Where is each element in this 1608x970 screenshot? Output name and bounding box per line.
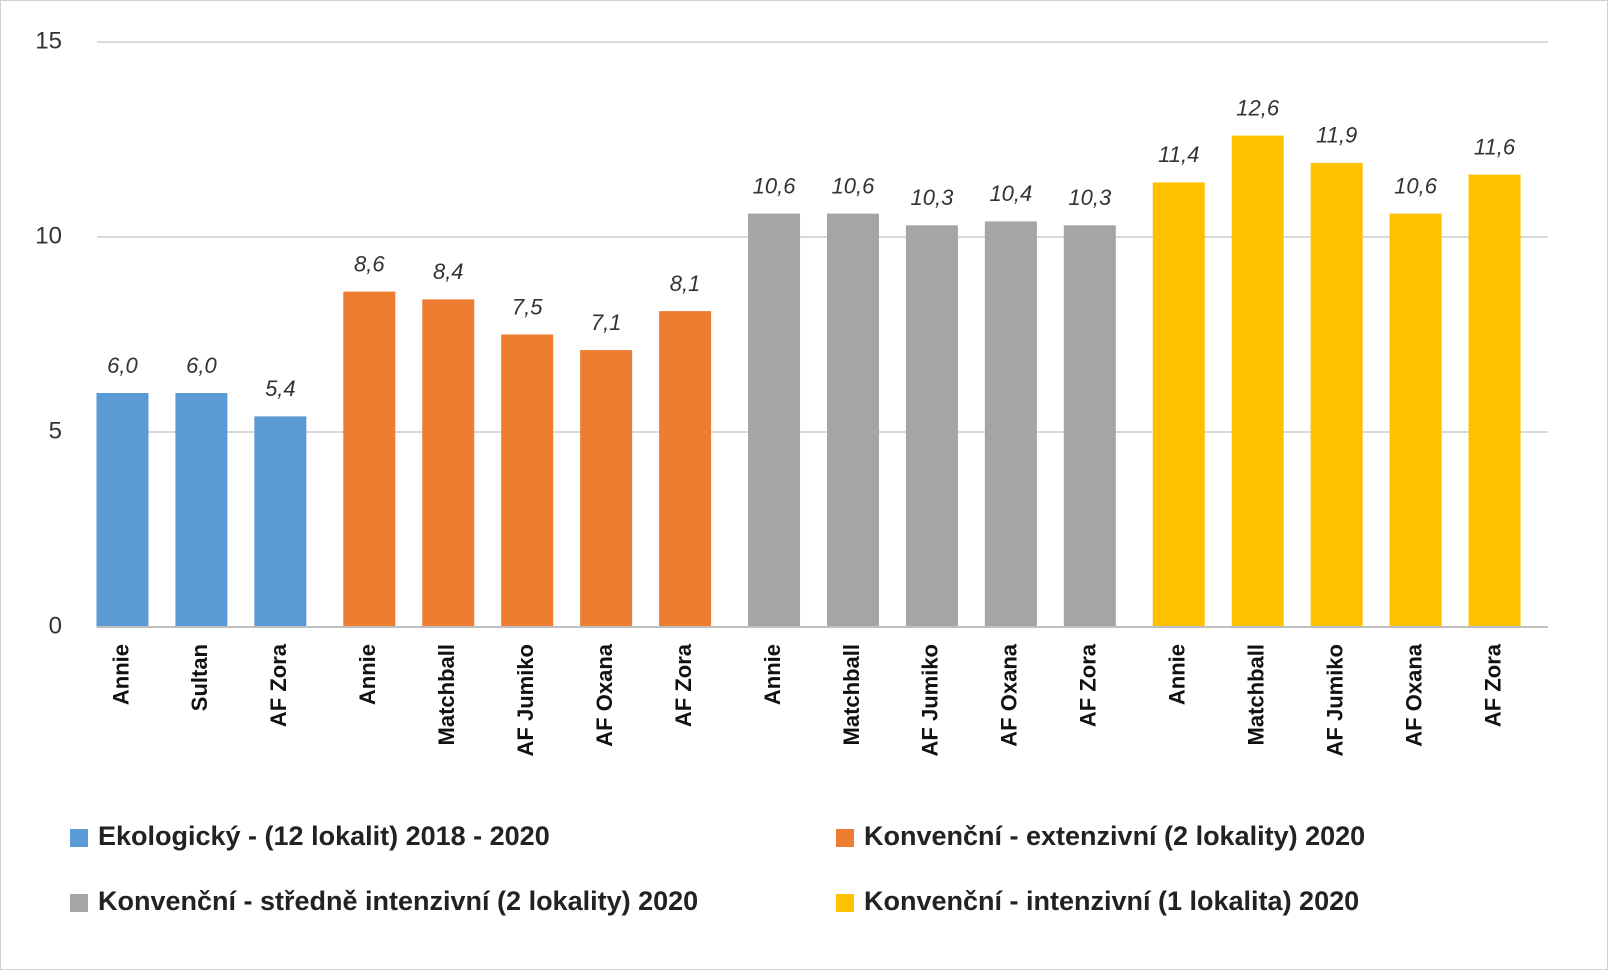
legend-label: Konvenční - intenzivní (1 lokalita) 2020 bbox=[864, 886, 1359, 916]
y-tick-label: 5 bbox=[49, 417, 62, 444]
x-tick-label: AF Oxana bbox=[592, 643, 617, 746]
value-label: 10,3 bbox=[1068, 185, 1112, 210]
y-tick-label: 10 bbox=[35, 222, 62, 249]
bar bbox=[1231, 135, 1284, 627]
x-tick-label: Annie bbox=[355, 644, 380, 705]
bar bbox=[501, 334, 554, 627]
value-label: 10,4 bbox=[989, 181, 1032, 206]
value-label: 11,6 bbox=[1474, 134, 1516, 159]
x-tick-label: AF Zora bbox=[1076, 643, 1101, 727]
bar bbox=[422, 299, 475, 627]
value-label: 8,4 bbox=[433, 259, 464, 284]
bar bbox=[580, 350, 633, 627]
legend-label: Konvenční - extenzivní (2 lokality) 2020 bbox=[864, 821, 1365, 851]
x-tick-label: AF Jumiko bbox=[513, 644, 538, 756]
value-label: 11,4 bbox=[1158, 142, 1199, 167]
y-tick-label: 15 bbox=[35, 27, 62, 54]
bar bbox=[748, 213, 801, 627]
x-tick-label: Annie bbox=[760, 644, 785, 705]
bar bbox=[175, 393, 228, 627]
legend-label: Ekologický - (12 lokalit) 2018 - 2020 bbox=[98, 821, 550, 851]
bar bbox=[1389, 213, 1442, 627]
bar bbox=[96, 393, 149, 627]
x-tick-label: Matchball bbox=[434, 644, 459, 745]
x-tick-label: AF Zora bbox=[266, 643, 291, 727]
value-label: 10,3 bbox=[911, 185, 955, 210]
x-tick-label: AF Jumiko bbox=[918, 644, 943, 756]
x-tick-label: AF Jumiko bbox=[1322, 644, 1347, 756]
legend-swatch bbox=[70, 829, 88, 847]
x-tick-label: Matchball bbox=[1244, 644, 1269, 745]
bar bbox=[826, 213, 879, 627]
x-tick-label: Sultan bbox=[187, 644, 212, 711]
x-tick-label: AF Oxana bbox=[1401, 643, 1426, 746]
value-label: 6,0 bbox=[107, 353, 138, 378]
value-label: 12,6 bbox=[1236, 95, 1280, 120]
legend-swatch bbox=[836, 894, 854, 912]
bar bbox=[1063, 225, 1116, 628]
x-tick-label: Annie bbox=[108, 644, 133, 705]
x-tick-label: Matchball bbox=[839, 644, 864, 745]
value-label: 6,0 bbox=[186, 353, 217, 378]
bar bbox=[343, 291, 396, 627]
value-label: 7,5 bbox=[512, 294, 543, 319]
y-tick-label: 0 bbox=[49, 612, 62, 639]
bar bbox=[1310, 162, 1363, 627]
value-label: 5,4 bbox=[265, 376, 296, 401]
value-label: 8,6 bbox=[354, 251, 385, 276]
bar bbox=[905, 225, 958, 628]
x-tick-label: AF Zora bbox=[671, 643, 696, 727]
x-tick-label: AF Zora bbox=[1480, 643, 1505, 727]
x-tick-label: Annie bbox=[1165, 644, 1190, 705]
bar bbox=[984, 221, 1037, 627]
legend-swatch bbox=[836, 829, 854, 847]
value-label: 8,1 bbox=[670, 271, 701, 296]
value-label: 10,6 bbox=[832, 173, 876, 198]
bar bbox=[254, 416, 307, 627]
value-label: 11,9 bbox=[1316, 123, 1357, 148]
legend-label: Konvenční - středně intenzivní (2 lokali… bbox=[98, 886, 698, 916]
x-tick-label: AF Oxana bbox=[997, 643, 1022, 746]
value-label: 7,1 bbox=[591, 310, 622, 335]
value-label: 10,6 bbox=[1394, 173, 1438, 198]
value-label: 10,6 bbox=[753, 173, 797, 198]
bar bbox=[1152, 182, 1205, 627]
legend-swatch bbox=[70, 894, 88, 912]
bar bbox=[659, 311, 712, 627]
bar bbox=[1468, 174, 1521, 627]
